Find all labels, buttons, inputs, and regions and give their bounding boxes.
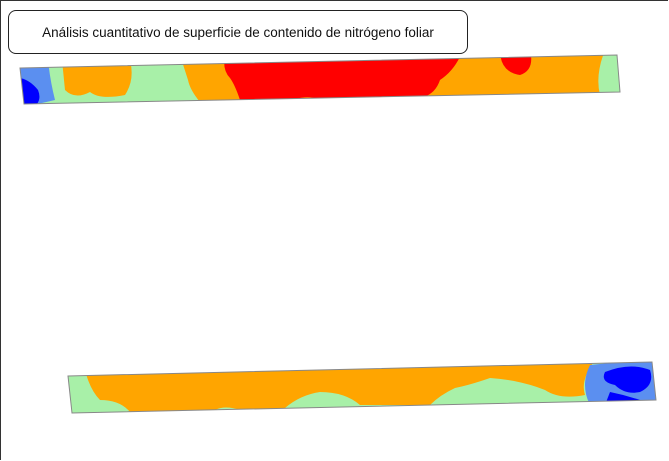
bottom-strip [68, 362, 656, 413]
title: Análisis cuantitativo de superficie de c… [8, 10, 468, 54]
top-strip [20, 55, 620, 104]
